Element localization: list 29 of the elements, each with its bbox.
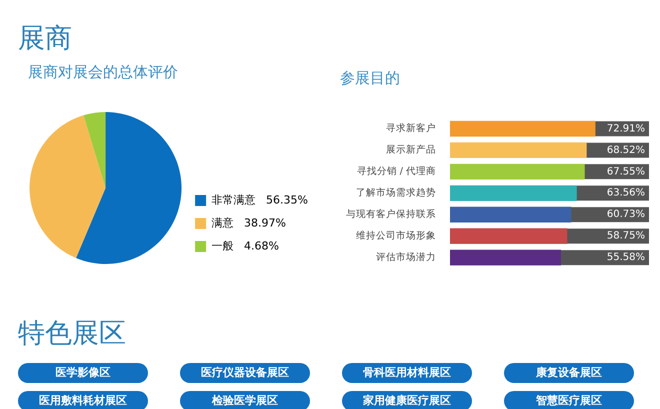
data-label: 68.52%: [606, 144, 645, 156]
legend-label: 非常满意 56.35%: [212, 193, 308, 206]
data-label: 58.75%: [606, 230, 645, 242]
label-pill: 医用敷料耗材展区: [18, 391, 148, 409]
label-pill: 医疗仪器设备展区: [180, 363, 310, 383]
label-pill: 骨科医用材料展区: [342, 363, 472, 383]
data-label: 60.73%: [606, 209, 645, 220]
label-pill: 康复设备展区: [504, 363, 634, 383]
data-label: 63.56%: [606, 188, 645, 199]
y-tick-label: 与现有客户保持联系: [346, 208, 436, 220]
label-pill: 医学影像区: [18, 363, 148, 383]
data-label: 67.55%: [606, 166, 645, 178]
chart-title: 参展目的: [340, 68, 400, 87]
text: 展商: [18, 22, 73, 56]
legend-label: 一般 4.68%: [212, 239, 280, 252]
legend-label: 满意 38.97%: [212, 216, 286, 230]
label-pill: 检验医学展区: [180, 391, 310, 409]
label-pill: 智慧医疗展区: [504, 391, 634, 409]
y-tick-label: 维持公司市场形象: [356, 230, 436, 242]
y-tick-label: 了解市场需求趋势: [356, 186, 436, 199]
data-label: 72.91%: [606, 123, 645, 134]
data-label: 55.58%: [606, 252, 645, 264]
label-pill: 家用健康医疗展区: [342, 391, 472, 409]
text: 特色展区: [18, 317, 127, 351]
y-tick-label: 展示新产品: [386, 144, 436, 156]
y-tick-label: 寻求新客户: [386, 122, 436, 134]
chart-title: 展商对展会的总体评价: [28, 62, 178, 81]
y-tick-label: 寻找分销 / 代理商: [356, 165, 436, 178]
y-tick-label: 评估市场潜力: [376, 251, 436, 264]
